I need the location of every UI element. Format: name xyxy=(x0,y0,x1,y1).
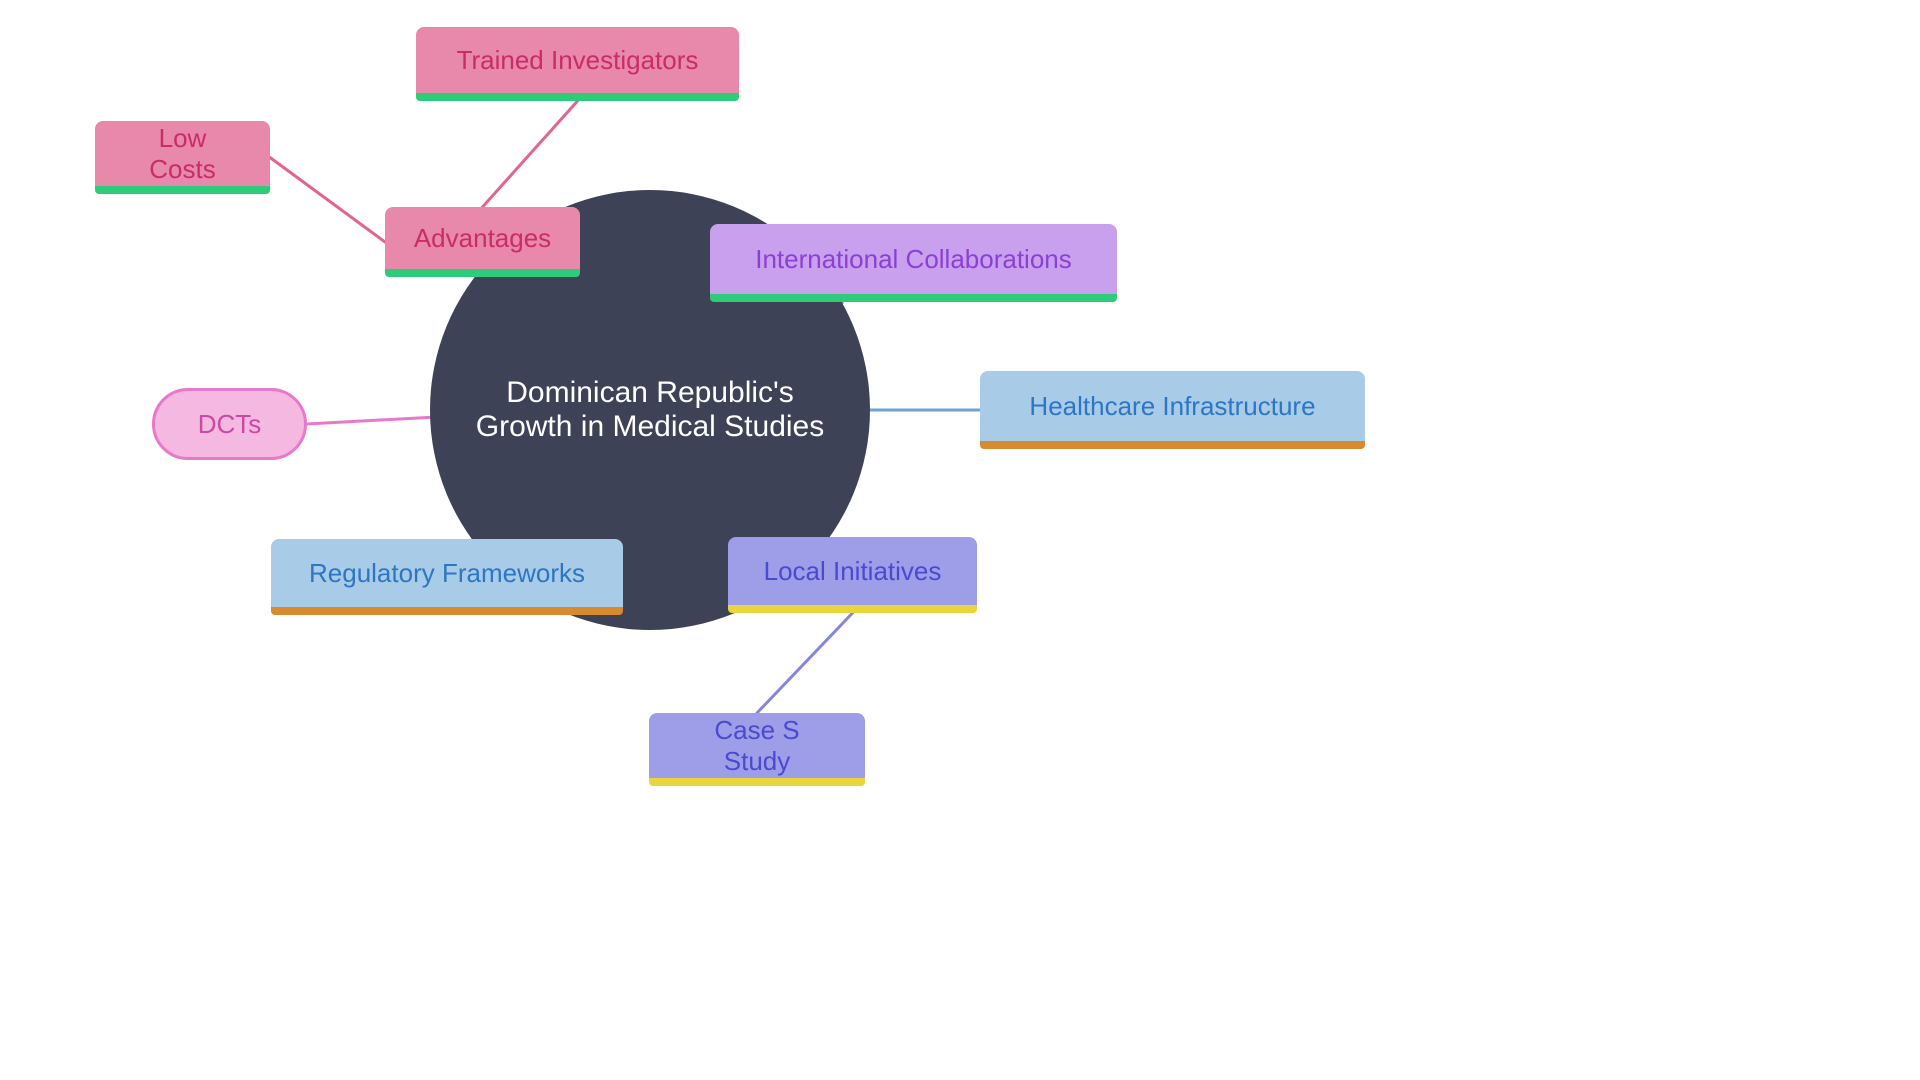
node-advantages: Advantages xyxy=(385,207,580,269)
node-underline xyxy=(649,778,865,786)
node-label: International Collaborations xyxy=(755,244,1072,275)
node-dcts: DCTs xyxy=(152,388,307,460)
node-local-initiatives: Local Initiatives xyxy=(728,537,977,605)
node-healthcare-infra: Healthcare Infrastructure xyxy=(980,371,1365,441)
node-label: Healthcare Infrastructure xyxy=(1029,391,1315,422)
node-label: Trained Investigators xyxy=(457,45,699,76)
node-regulatory: Regulatory Frameworks xyxy=(271,539,623,607)
node-label: Local Initiatives xyxy=(764,556,942,587)
node-trained-investigators: Trained Investigators xyxy=(416,27,739,93)
node-low-costs: Low Costs xyxy=(95,121,270,186)
node-underline xyxy=(95,186,270,194)
node-underline xyxy=(980,441,1365,449)
node-label: Advantages xyxy=(414,223,551,254)
node-case-study: Case S Study xyxy=(649,713,865,778)
node-underline xyxy=(728,605,977,613)
node-underline xyxy=(710,294,1117,302)
center-label: Dominican Republic's Growth in Medical S… xyxy=(470,376,830,444)
node-intl-collab: International Collaborations xyxy=(710,224,1117,294)
node-label: DCTs xyxy=(198,409,262,440)
node-label: Case S Study xyxy=(679,715,835,777)
node-underline xyxy=(385,269,580,277)
node-underline xyxy=(416,93,739,101)
node-label: Low Costs xyxy=(125,123,240,185)
node-underline xyxy=(271,607,623,615)
node-label: Regulatory Frameworks xyxy=(309,558,585,589)
